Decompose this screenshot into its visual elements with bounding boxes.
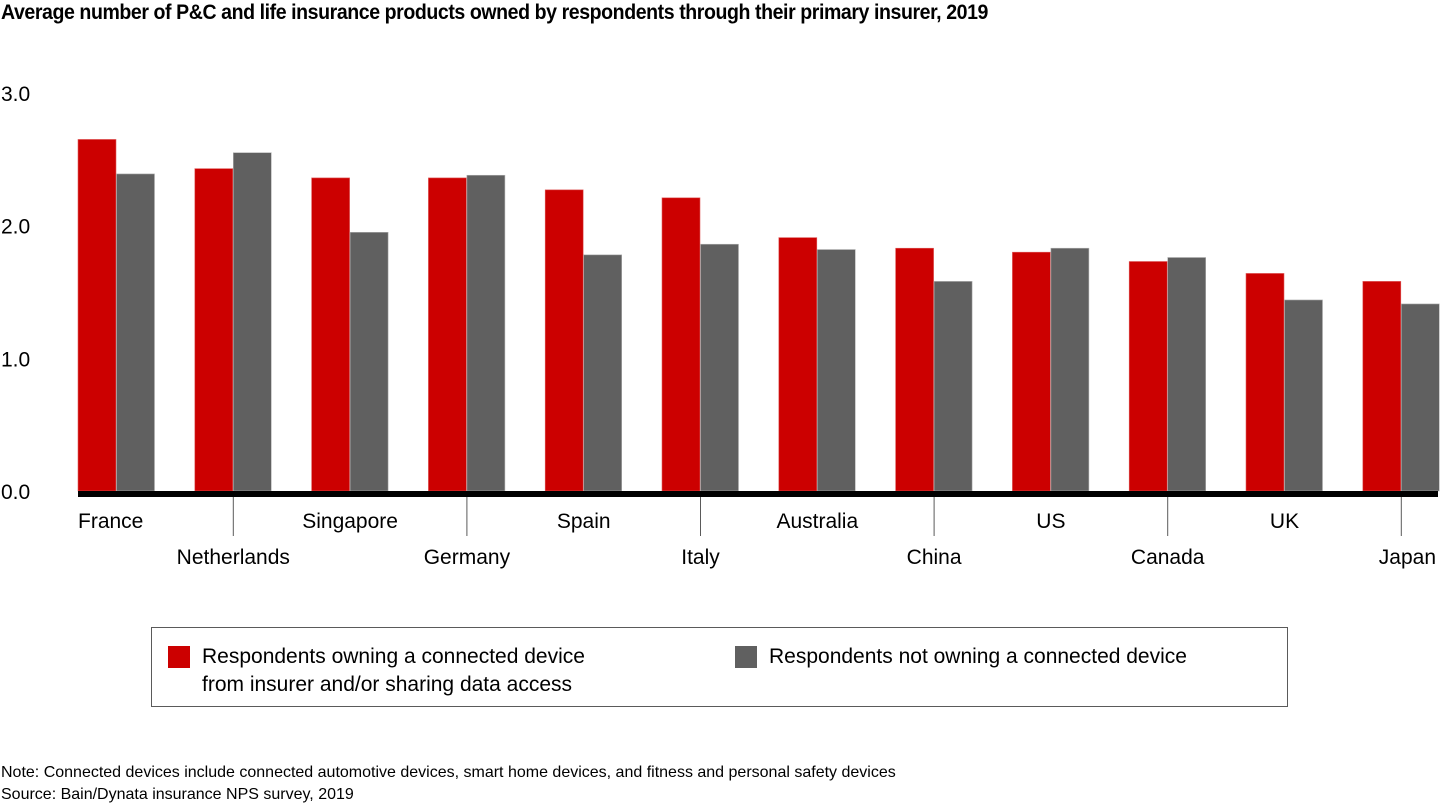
y-tick-label: 2.0 — [1, 216, 30, 239]
bar-canada-connected — [1128, 261, 1168, 492]
bar-uk-not-connected — [1284, 299, 1323, 492]
x-tick-label: Canada — [1131, 546, 1205, 569]
bar-japan-connected — [1362, 281, 1402, 492]
x-tick-label: France — [78, 510, 143, 533]
bar-spain-not-connected — [583, 254, 623, 492]
bar-france-connected — [77, 139, 117, 492]
bar-australia-not-connected — [816, 249, 856, 492]
x-tick-label: Singapore — [302, 510, 398, 533]
legend-swatch-connected — [168, 646, 190, 668]
x-tick-label: UK — [1270, 510, 1299, 533]
bar-china-connected — [895, 247, 934, 492]
legend-item-connected: Respondents owning a connected device fr… — [168, 643, 585, 699]
legend-label-connected: Respondents owning a connected device fr… — [202, 645, 585, 696]
bar-uk-connected — [1245, 273, 1285, 492]
x-tick-label: Italy — [681, 546, 720, 569]
x-tick-label: Netherlands — [177, 546, 290, 569]
y-axis: 0.0 1.0 2.0 3.0 — [1, 83, 30, 504]
x-axis-line — [78, 491, 1438, 497]
bar-germany-not-connected — [466, 174, 506, 492]
bar-australia-connected — [778, 237, 818, 492]
bar-spain-connected — [544, 189, 584, 492]
x-tick-label: Spain — [557, 510, 611, 533]
bar-us-connected — [1012, 251, 1051, 492]
footnote: Note: Connected devices include connecte… — [1, 764, 896, 781]
chart-title: Average number of P&C and life insurance… — [1, 1, 988, 24]
bar-singapore-not-connected — [349, 232, 389, 492]
x-tick-label: China — [907, 546, 962, 569]
y-tick-label: 1.0 — [1, 348, 30, 371]
x-tick-label: Germany — [424, 546, 511, 569]
legend: Respondents owning a connected device fr… — [151, 627, 1288, 707]
x-tick-label: Japan — [1379, 546, 1436, 569]
bar-singapore-connected — [311, 177, 350, 492]
bar-japan-not-connected — [1401, 303, 1440, 492]
legend-item-not-connected: Respondents not owning a connected devic… — [735, 643, 1187, 671]
bar-france-not-connected — [116, 173, 155, 492]
source-note: Source: Bain/Dynata insurance NPS survey… — [1, 786, 354, 803]
bar-italy-connected — [661, 197, 701, 492]
y-tick-label: 0.0 — [1, 481, 30, 504]
bar-netherlands-not-connected — [233, 152, 272, 492]
bar-canada-not-connected — [1167, 257, 1206, 492]
legend-swatch-not-connected — [735, 646, 757, 668]
bar-us-not-connected — [1050, 247, 1090, 492]
bars — [77, 139, 1440, 492]
x-tick-label: US — [1036, 510, 1065, 533]
y-tick-label: 3.0 — [1, 83, 30, 106]
x-axis: France Netherlands Singapore Germany Spain It… — [78, 491, 1438, 569]
bar-netherlands-connected — [194, 168, 234, 492]
bar-china-not-connected — [933, 281, 973, 492]
x-tick-label: Australia — [776, 510, 858, 533]
bar-germany-connected — [428, 177, 467, 492]
bar-chart: 0.0 1.0 2.0 3.0 France Netherlands Singapore G… — [1, 83, 1440, 569]
legend-label-not-connected: Respondents not owning a connected devic… — [769, 645, 1187, 668]
bar-italy-not-connected — [700, 243, 739, 492]
